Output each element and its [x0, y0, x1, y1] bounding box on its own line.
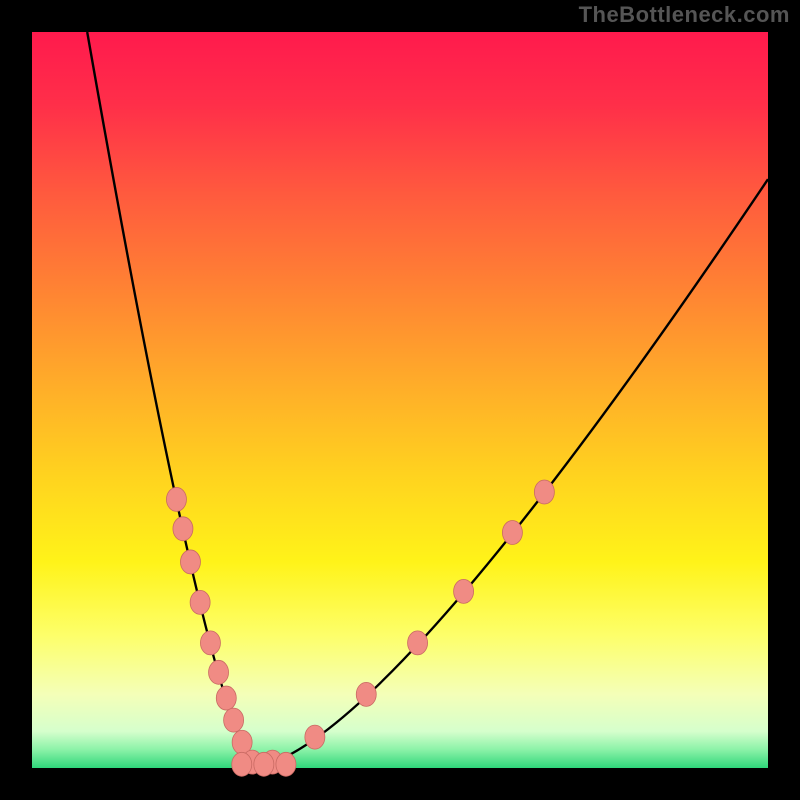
chart-stage: TheBottleneck.com [0, 0, 800, 800]
data-marker [166, 487, 186, 511]
data-marker [200, 631, 220, 655]
attribution-label: TheBottleneck.com [579, 2, 790, 28]
data-marker [276, 752, 296, 776]
data-marker [209, 660, 229, 684]
data-marker [190, 590, 210, 614]
data-marker [454, 579, 474, 603]
data-marker [534, 480, 554, 504]
data-marker [502, 520, 522, 544]
data-marker [173, 517, 193, 541]
data-marker [224, 708, 244, 732]
chart-svg [0, 0, 800, 800]
data-marker [180, 550, 200, 574]
data-marker [232, 752, 252, 776]
data-marker [356, 682, 376, 706]
data-marker [305, 725, 325, 749]
data-marker [216, 686, 236, 710]
data-marker [408, 631, 428, 655]
data-marker [254, 752, 274, 776]
plot-background [32, 32, 768, 768]
